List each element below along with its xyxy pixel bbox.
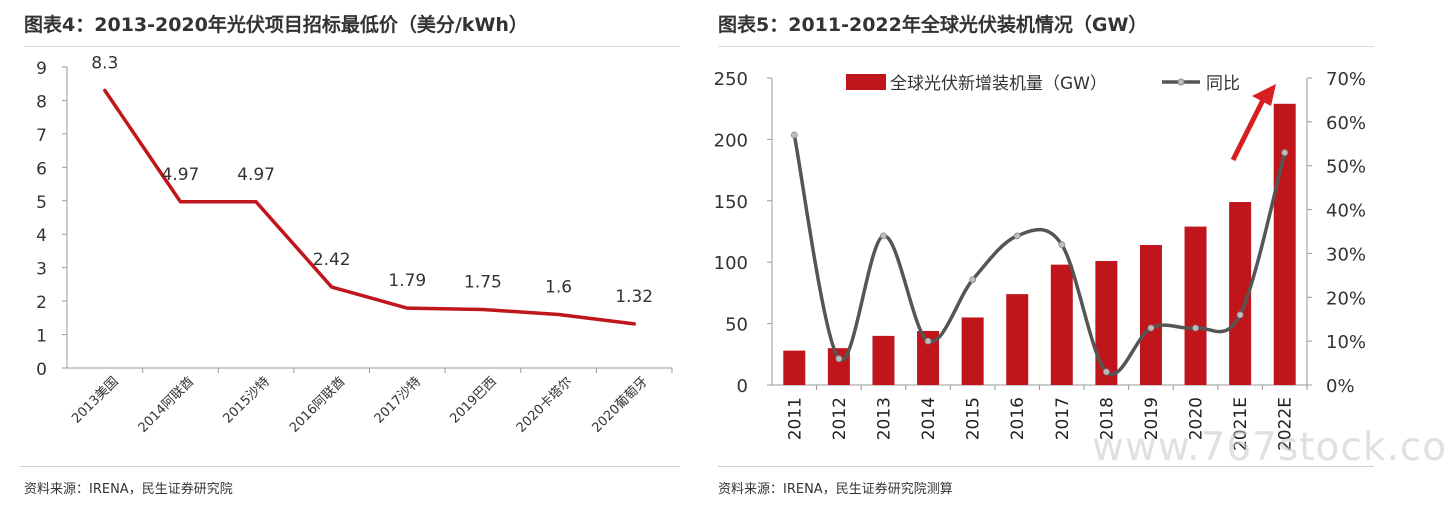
right-y-tick-label: 40% (1326, 201, 1366, 222)
right-chart-panel: 图表5：2011-2022年全球光伏装机情况（GW） 0 50 100 150 200 2… (700, 0, 1444, 506)
x-tick-label: 2021E (1231, 397, 1251, 451)
right-title-rule (718, 46, 1374, 47)
x-tick-label: 2014阿联酋 (135, 374, 197, 436)
left-y-tick-label: 100 (714, 253, 748, 274)
x-tick-label: 2013 (874, 397, 894, 440)
data-label: 1.75 (464, 272, 502, 292)
left-y-tick-label: 0 (737, 376, 748, 397)
y-tick-label: 7 (36, 126, 47, 146)
x-tick-label: 2019 (1142, 397, 1162, 440)
bar (1139, 245, 1162, 385)
bar (1095, 260, 1118, 385)
left-chart-title: 图表4：2013-2020年光伏项目招标最低价（美分/kWh） (24, 14, 528, 36)
y-tick-label: 4 (36, 226, 47, 246)
yoy-marker (1192, 324, 1199, 332)
y-tick-label: 3 (36, 260, 47, 280)
y-tick-label: 2 (36, 293, 47, 313)
yoy-marker (835, 355, 843, 363)
data-label: 2.42 (313, 250, 351, 270)
x-tick-label: 2015沙特 (220, 374, 272, 426)
yoy-marker (924, 337, 932, 345)
data-label: 1.6 (545, 277, 572, 297)
bar (1006, 294, 1029, 385)
left-line-chart: 0 1 2 3 4 5 6 7 8 9 2013美国 2014阿联酋 2015沙特 2016阿联酋 2017… (36, 53, 673, 436)
x-tick-label: 2015 (964, 397, 984, 440)
y-tick-label: 6 (36, 159, 47, 179)
right-y-tick-label: 30% (1326, 244, 1366, 265)
bar (1050, 264, 1073, 385)
right-y-tick-label: 50% (1326, 157, 1366, 178)
y-tick-label: 5 (36, 193, 47, 213)
left-y-tick-label: 200 (714, 130, 748, 151)
yoy-marker (969, 276, 977, 284)
data-label: 4.97 (162, 165, 200, 185)
y-tick-label: 8 (36, 92, 47, 112)
bar (872, 335, 895, 385)
x-tick-label: 2012 (830, 397, 850, 440)
trend-arrow-head (1252, 84, 1276, 106)
x-tick-label: 2013美国 (69, 374, 121, 426)
left-title-rule (24, 46, 680, 47)
bar (961, 317, 984, 385)
y-tick-label: 9 (36, 59, 47, 79)
bar (917, 330, 940, 385)
yoy-marker (790, 131, 798, 139)
legend-bar-swatch (846, 74, 886, 90)
trend-arrow-shaft (1230, 98, 1266, 162)
x-tick-label: 2017沙特 (372, 374, 424, 426)
data-label: 1.32 (615, 287, 653, 307)
x-tick-label: 2020卡塔尔 (514, 374, 576, 436)
y-tick-label: 1 (36, 327, 47, 347)
x-tick-label: 2018 (1097, 397, 1117, 440)
yoy-marker (1147, 324, 1155, 332)
left-source-note: 资料来源：IRENA，民生证券研究院 (24, 482, 233, 497)
x-tick-label: 2011 (785, 397, 805, 440)
data-label: 4.97 (237, 165, 275, 185)
right-y-tick-label: 0% (1326, 376, 1355, 397)
x-tick-label: 2022E (1276, 397, 1296, 451)
data-label: 8.3 (91, 53, 118, 73)
legend-line-marker (1177, 78, 1185, 86)
legend-line-label: 同比 (1206, 74, 1240, 94)
yoy-marker (1236, 311, 1244, 319)
right-y-tick-label: 20% (1326, 288, 1366, 309)
x-tick-label: 2014 (919, 397, 939, 440)
bar (1229, 202, 1252, 385)
left-bottom-rule (20, 466, 680, 467)
yoy-marker (1058, 241, 1066, 249)
bar (1273, 103, 1296, 386)
yoy-marker (880, 232, 887, 240)
left-y-tick-label: 150 (714, 192, 748, 213)
x-tick-label: 2019巴西 (447, 374, 499, 426)
yoy-marker (1013, 232, 1021, 240)
price-line-series (103, 88, 636, 326)
bar (783, 350, 806, 385)
legend-bar-label: 全球光伏新增装机量（GW） (890, 74, 1107, 94)
x-tick-label: 2020 (1187, 397, 1207, 440)
x-tick-label: 2016 (1008, 397, 1028, 440)
right-y-tick-label: 70% (1326, 69, 1366, 90)
watermark-text: www.767stock.com (1092, 425, 1444, 470)
right-y-tick-label: 10% (1326, 332, 1366, 353)
right-chart-title: 图表5：2011-2022年全球光伏装机情况（GW） (718, 14, 1148, 36)
data-label: 1.79 (388, 271, 426, 291)
left-chart-panel: 图表4：2013-2020年光伏项目招标最低价（美分/kWh） 0 1 2 3 4 5 6 7… (0, 0, 690, 506)
x-tick-label: 2017 (1053, 397, 1073, 440)
left-y-tick-label: 250 (714, 69, 748, 90)
y-tick-label: 0 (36, 360, 47, 380)
left-y-tick-label: 50 (725, 315, 748, 336)
right-bottom-rule (718, 466, 1374, 467)
right-combo-chart: 0 50 100 150 200 250 0% 10% 20% 30% 40% 50% 60% 70% 20… (714, 69, 1366, 451)
x-tick-label: 2020葡萄牙 (589, 374, 651, 436)
right-y-tick-label: 60% (1326, 113, 1366, 134)
yoy-marker (1281, 149, 1289, 156)
right-source-note: 资料来源：IRENA，民生证券研究院测算 (718, 482, 953, 497)
yoy-marker (1102, 368, 1110, 376)
bar (1184, 226, 1207, 385)
yoy-line-series (792, 134, 1287, 376)
x-tick-label: 2016阿联酋 (286, 374, 348, 436)
